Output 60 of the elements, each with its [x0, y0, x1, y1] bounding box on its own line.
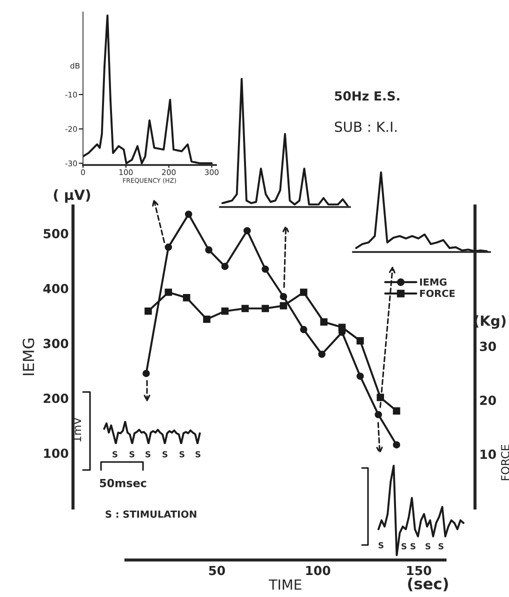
- annotation: S: [130, 451, 134, 458]
- annotation: SUB : K.I.: [334, 122, 397, 132]
- annotation: S: [402, 543, 406, 550]
- annotation: S: [162, 451, 168, 458]
- point: [338, 324, 346, 331]
- text: (sec): [408, 578, 448, 592]
- point: [182, 294, 190, 302]
- point: [142, 370, 150, 378]
- annotation: S: [146, 451, 150, 458]
- y-tick-label: 500: [44, 228, 68, 238]
- point: [300, 326, 308, 334]
- line-series: [83, 14, 213, 164]
- point: [205, 246, 212, 254]
- y-tick-label: 400: [43, 284, 68, 294]
- point: [262, 304, 269, 312]
- point: [374, 411, 382, 418]
- point: [392, 407, 400, 415]
- point: [243, 227, 251, 234]
- point: [356, 372, 364, 380]
- annotation: S: [180, 451, 184, 458]
- point: [262, 266, 269, 273]
- point: [144, 308, 152, 315]
- annotation: 50msec: [100, 478, 146, 488]
- legend-label: FORCE: [420, 290, 455, 298]
- x-axis-title: TIME: [268, 579, 302, 590]
- annotation: S: [378, 542, 384, 548]
- point: [164, 288, 172, 296]
- y-tick-label: 200: [44, 394, 68, 404]
- y2-tick-label: 30: [480, 342, 496, 352]
- y2-tick-label: 20: [480, 396, 496, 406]
- y-axis-title: IEMG: [22, 338, 34, 376]
- y2-tick-label: 10: [480, 450, 496, 459]
- point: [221, 308, 229, 315]
- point: [320, 318, 328, 326]
- annotation: S: [426, 543, 430, 550]
- point: [164, 244, 172, 251]
- annotation: S: [410, 543, 416, 550]
- point: [241, 304, 249, 312]
- point: [356, 337, 364, 344]
- x-tick-label: 100: [306, 566, 330, 576]
- y2-axis-title: FORCE: [501, 444, 509, 480]
- point: [280, 302, 288, 310]
- point: [318, 350, 326, 358]
- text: S: [112, 451, 118, 458]
- point: [221, 262, 229, 270]
- legend-label: IEMG: [420, 278, 446, 286]
- point: [300, 288, 308, 296]
- point: [280, 292, 288, 300]
- y-tick-label: 300: [44, 338, 68, 348]
- annotation: 50Hz E.S.: [334, 91, 400, 101]
- x-tick-label: 150: [407, 566, 432, 576]
- x-tick-label: 50: [209, 566, 225, 576]
- y-tick-label: 100: [44, 448, 68, 458]
- point: [392, 441, 400, 448]
- annotation: S: [196, 451, 200, 458]
- point: [184, 210, 192, 218]
- point: [203, 316, 210, 323]
- annotation: S: [438, 543, 444, 550]
- text: S : STIMULATION: [106, 510, 196, 518]
- text: ( µV): [54, 189, 90, 203]
